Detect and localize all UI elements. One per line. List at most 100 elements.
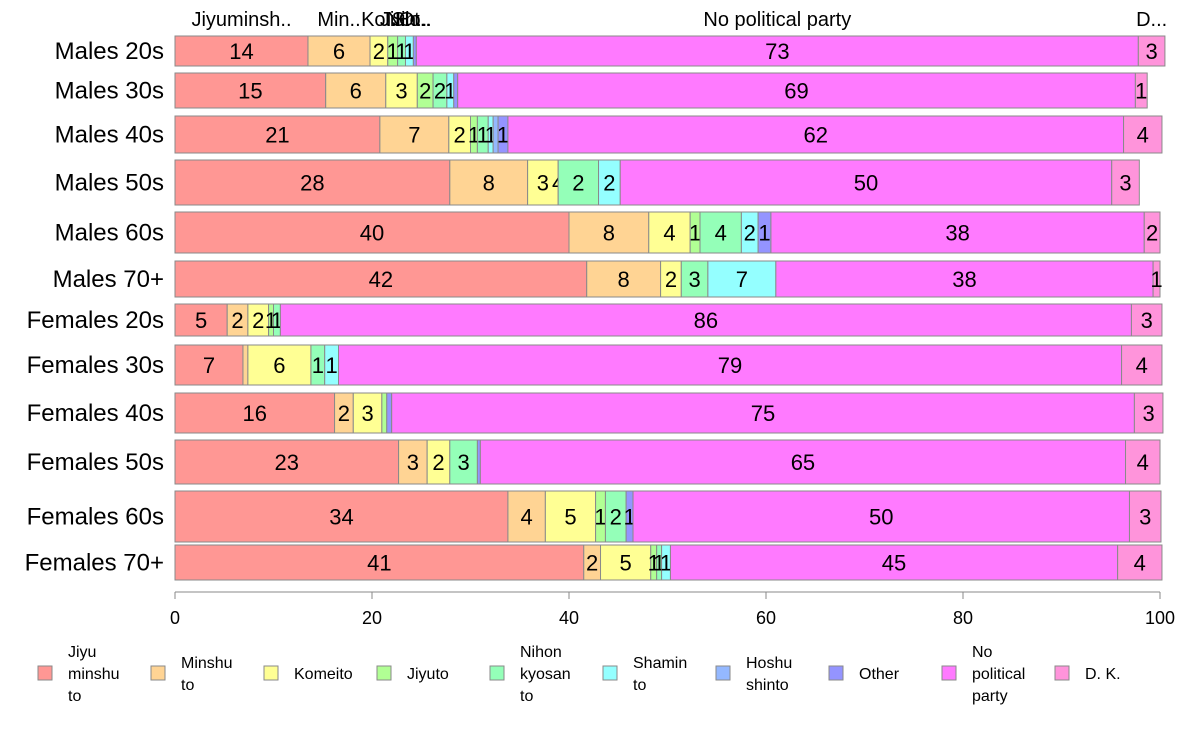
top-segment-labels: Jiyuminsh.. Min.. Ko..Ji..Ni..Sh..Ho..Ot..… [191, 9, 1167, 31]
category-label: Males 30s [55, 78, 164, 105]
data-label: 1 [660, 551, 672, 576]
bar-segment [632, 490, 1130, 543]
bar-segment [457, 72, 1136, 109]
data-label: 42 [369, 267, 393, 292]
top-series-label: Sh.. [392, 9, 428, 31]
bar-segment [453, 72, 459, 109]
data-label: 2 [454, 123, 466, 148]
legend-label: Nihon kyosan to [520, 644, 571, 705]
category-label: Males 40s [55, 122, 164, 149]
legend-swatch [941, 665, 957, 681]
data-label: 2 [338, 401, 350, 426]
category-label: Females 60s [27, 504, 164, 531]
bar-segment [1134, 72, 1148, 109]
data-label: 73 [765, 39, 789, 64]
legend-swatch [263, 665, 279, 681]
category-label: Males 20s [55, 38, 164, 65]
legend-swatch [602, 665, 618, 681]
bar-segment [568, 211, 650, 254]
top-series-label: Jiyuminsh.. [191, 9, 291, 31]
category-label: Females 70+ [25, 550, 164, 577]
data-label: 16 [243, 401, 267, 426]
legend-label: Shamin to [633, 655, 687, 694]
data-label: 40 [360, 221, 384, 246]
data-label: 1 [689, 221, 701, 246]
data-label: 4 [1136, 353, 1148, 378]
data-label: 69 [784, 79, 808, 104]
data-label: 3 [457, 450, 469, 475]
bar-segment [1137, 35, 1166, 67]
x-axis: 0 20 40 60 80 100 [170, 591, 1175, 628]
category-label: Females 20s [27, 307, 164, 334]
data-label: 5 [195, 308, 207, 333]
bar-segment [174, 344, 244, 386]
data-label: 6 [350, 79, 362, 104]
data-label: 5 [620, 551, 632, 576]
data-label: 50 [869, 505, 893, 530]
data-label: 3 [537, 171, 549, 196]
data-label: 2 [610, 505, 622, 530]
x-tick-label: 100 [1145, 608, 1175, 628]
bars: 1462111733156322169121721111624288342250… [174, 35, 1166, 581]
data-label: 21 [265, 123, 289, 148]
bar-segment [507, 490, 546, 543]
bar-segment [1143, 211, 1161, 254]
legend-swatch [489, 665, 505, 681]
bar-segment [507, 115, 1125, 154]
bar-segment [279, 303, 1132, 337]
x-tick-label: 60 [756, 608, 776, 628]
bar-segment [386, 392, 393, 434]
data-label: 2 [603, 171, 615, 196]
data-label: 1 [387, 39, 399, 64]
data-label: 1 [325, 353, 337, 378]
bar-segment [1133, 392, 1164, 434]
legend-swatch [150, 665, 166, 681]
bar-segment [415, 35, 1139, 67]
data-label: 3 [1119, 171, 1131, 196]
data-label: 1 [312, 353, 324, 378]
data-label: 23 [275, 450, 299, 475]
data-label: 3 [361, 401, 373, 426]
data-label: 1 [1135, 79, 1147, 104]
bar-segment [1125, 439, 1161, 485]
data-label: 38 [945, 221, 969, 246]
bar-segment [307, 35, 371, 67]
bar-segment [174, 115, 381, 154]
bar-segment [1152, 260, 1161, 298]
top-series-label: No political party [703, 9, 851, 31]
data-label: 75 [751, 401, 775, 426]
bar-segment [1123, 115, 1163, 154]
data-label: 1 [594, 505, 606, 530]
bar-segment [174, 260, 588, 298]
bar-segment [398, 439, 428, 485]
data-label: 1 [395, 39, 407, 64]
data-label: 2 [373, 39, 385, 64]
data-label: 2 [665, 267, 677, 292]
data-label: 7 [736, 267, 748, 292]
data-label: 2 [572, 171, 584, 196]
top-series-label: Ji.. [380, 9, 406, 31]
bar-segment [379, 115, 450, 154]
bar-segment [174, 490, 509, 543]
data-label: 38 [952, 267, 976, 292]
bar-segment [479, 439, 1127, 485]
bar-segment [391, 392, 1135, 434]
category-label: Females 40s [27, 400, 164, 427]
legend-swatch [376, 665, 392, 681]
bar-segment [1121, 344, 1163, 386]
legend-swatch [1054, 665, 1070, 681]
x-tick-label: 20 [362, 608, 382, 628]
data-label: 2 [419, 79, 431, 104]
bar-segment [1130, 303, 1163, 337]
data-label: 45 [882, 551, 906, 576]
data-label: 41 [367, 551, 391, 576]
x-tick-label: 40 [559, 608, 579, 628]
data-label: 4 [521, 505, 533, 530]
data-label: 79 [718, 353, 742, 378]
data-label: 4 [715, 221, 727, 246]
data-label: 34 [329, 505, 353, 530]
legend-label: No political party [972, 644, 1025, 705]
data-label: 8 [603, 221, 615, 246]
legend-label: Komeito [294, 666, 353, 683]
legend: Jiyu minshu to Minshu to Komeito Jiyuto Nihon ky… [37, 644, 1121, 705]
